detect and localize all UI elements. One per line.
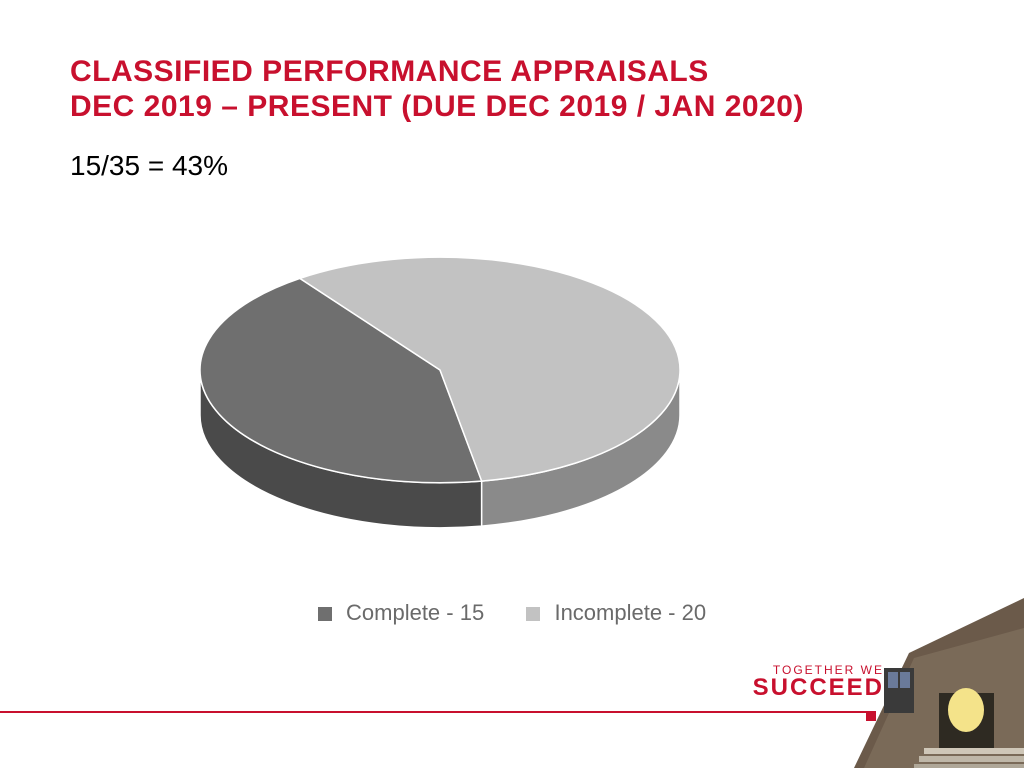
footer-rule [0,711,870,713]
pie-chart [180,225,700,565]
legend-item-incomplete: Incomplete - 20 [526,600,706,626]
title-line-1: CLASSIFIED PERFORMANCE APPRAISALS [70,55,804,90]
title-line-2: DEC 2019 – PRESENT (DUE DEC 2019 / JAN 2… [70,90,804,125]
corner-photo [854,598,1024,768]
legend-swatch-incomplete [526,607,540,621]
slide-title: CLASSIFIED PERFORMANCE APPRAISALS DEC 20… [70,55,804,124]
completion-ratio: 15/35 = 43% [70,150,228,182]
legend-label-complete: Complete - 15 [346,600,484,625]
legend-swatch-complete [318,607,332,621]
legend-label-incomplete: Incomplete - 20 [554,600,706,625]
legend-item-complete: Complete - 15 [318,600,484,626]
slide: CLASSIFIED PERFORMANCE APPRAISALS DEC 20… [0,0,1024,768]
